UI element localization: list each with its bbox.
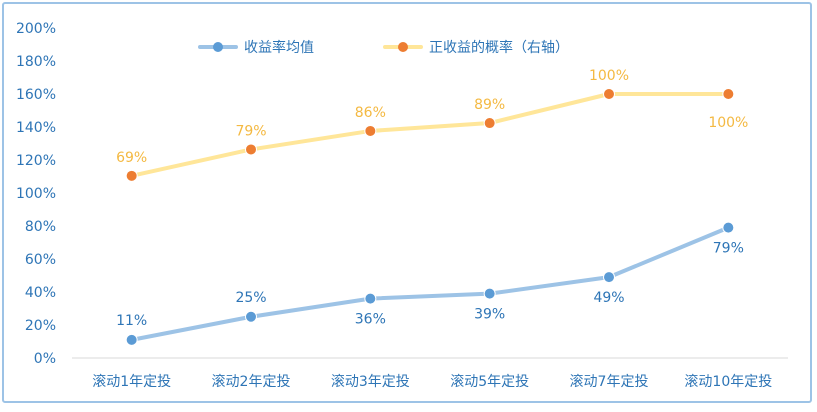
data-label: 100% [589,68,629,84]
y-tick-label: 100% [16,186,56,202]
data-label: 79% [713,241,744,257]
x-tick-label: 滚动7年定投 [570,373,649,390]
x-tick-label: 滚动5年定投 [450,373,529,390]
y-tick-label: 80% [25,219,56,235]
data-point [722,221,735,234]
x-tick-label: 滚动2年定投 [212,373,291,390]
data-label: 100% [708,115,748,131]
chart-border [2,2,812,403]
y-tick-label: 200% [16,21,56,37]
data-point [603,271,615,284]
data-label: 36% [355,312,386,328]
data-point [125,169,138,182]
legend-marker-2 [398,42,408,52]
data-label: 49% [593,290,624,306]
data-point [364,124,377,137]
legend-marker-1 [213,42,223,52]
data-point [245,310,257,323]
data-point [722,88,735,100]
series-line-1 [129,225,731,342]
data-label: 69% [116,150,147,166]
data-label: 79% [235,123,266,139]
data-label: 25% [235,290,266,306]
data-point [483,117,496,130]
legend-label: 正收益的概率（右轴） [429,39,569,56]
x-tick-label: 滚动1年定投 [92,373,171,390]
data-label: 86% [355,105,386,121]
series-line-2 [129,92,731,178]
y-tick-label: 180% [16,54,56,70]
data-label: 39% [474,307,505,323]
data-point [125,333,138,346]
y-tick-label: 0% [34,351,56,367]
data-point [603,88,615,100]
x-tick-label: 滚动3年定投 [331,373,410,390]
data-label: 11% [116,313,147,329]
y-tick-label: 40% [25,285,56,301]
y-tick-label: 60% [25,252,56,268]
y-tick-label: 120% [16,153,56,169]
y-tick-label: 20% [25,318,56,334]
data-point [483,287,496,300]
y-tick-label: 140% [16,120,56,136]
data-point [245,143,257,156]
y-tick-label: 160% [16,87,56,103]
x-tick-label: 滚动10年定投 [684,373,772,390]
data-label: 89% [474,97,505,113]
data-point [364,292,377,305]
legend-label: 收益率均值 [244,39,314,56]
